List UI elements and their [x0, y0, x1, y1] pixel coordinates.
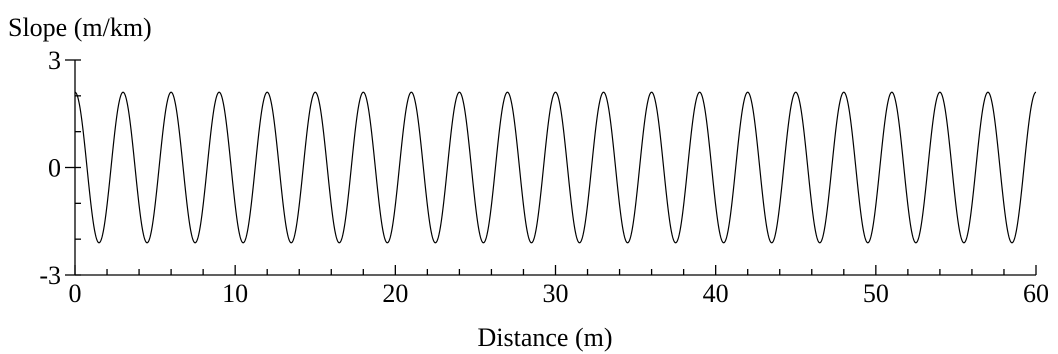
x-tick-label: 0	[69, 279, 82, 308]
x-tick-label: 30	[543, 279, 569, 308]
y-tick-label: -3	[39, 261, 61, 290]
y-tick-label: 0	[48, 154, 61, 183]
y-axis-label: Slope (m/km)	[8, 13, 152, 42]
slope-series-line	[74, 91, 1037, 244]
ticks	[65, 59, 1037, 276]
y-tick-label: 3	[48, 46, 61, 75]
x-axis-label: Distance (m)	[477, 323, 612, 352]
x-tick-label: 60	[1023, 279, 1049, 308]
x-tick-label: 10	[222, 279, 248, 308]
tick-labels: 0 10 20 30 40 50 60 -3 0 3	[39, 46, 1049, 308]
x-tick-label: 40	[703, 279, 729, 308]
x-tick-label: 50	[863, 279, 889, 308]
x-tick-label: 20	[382, 279, 408, 308]
